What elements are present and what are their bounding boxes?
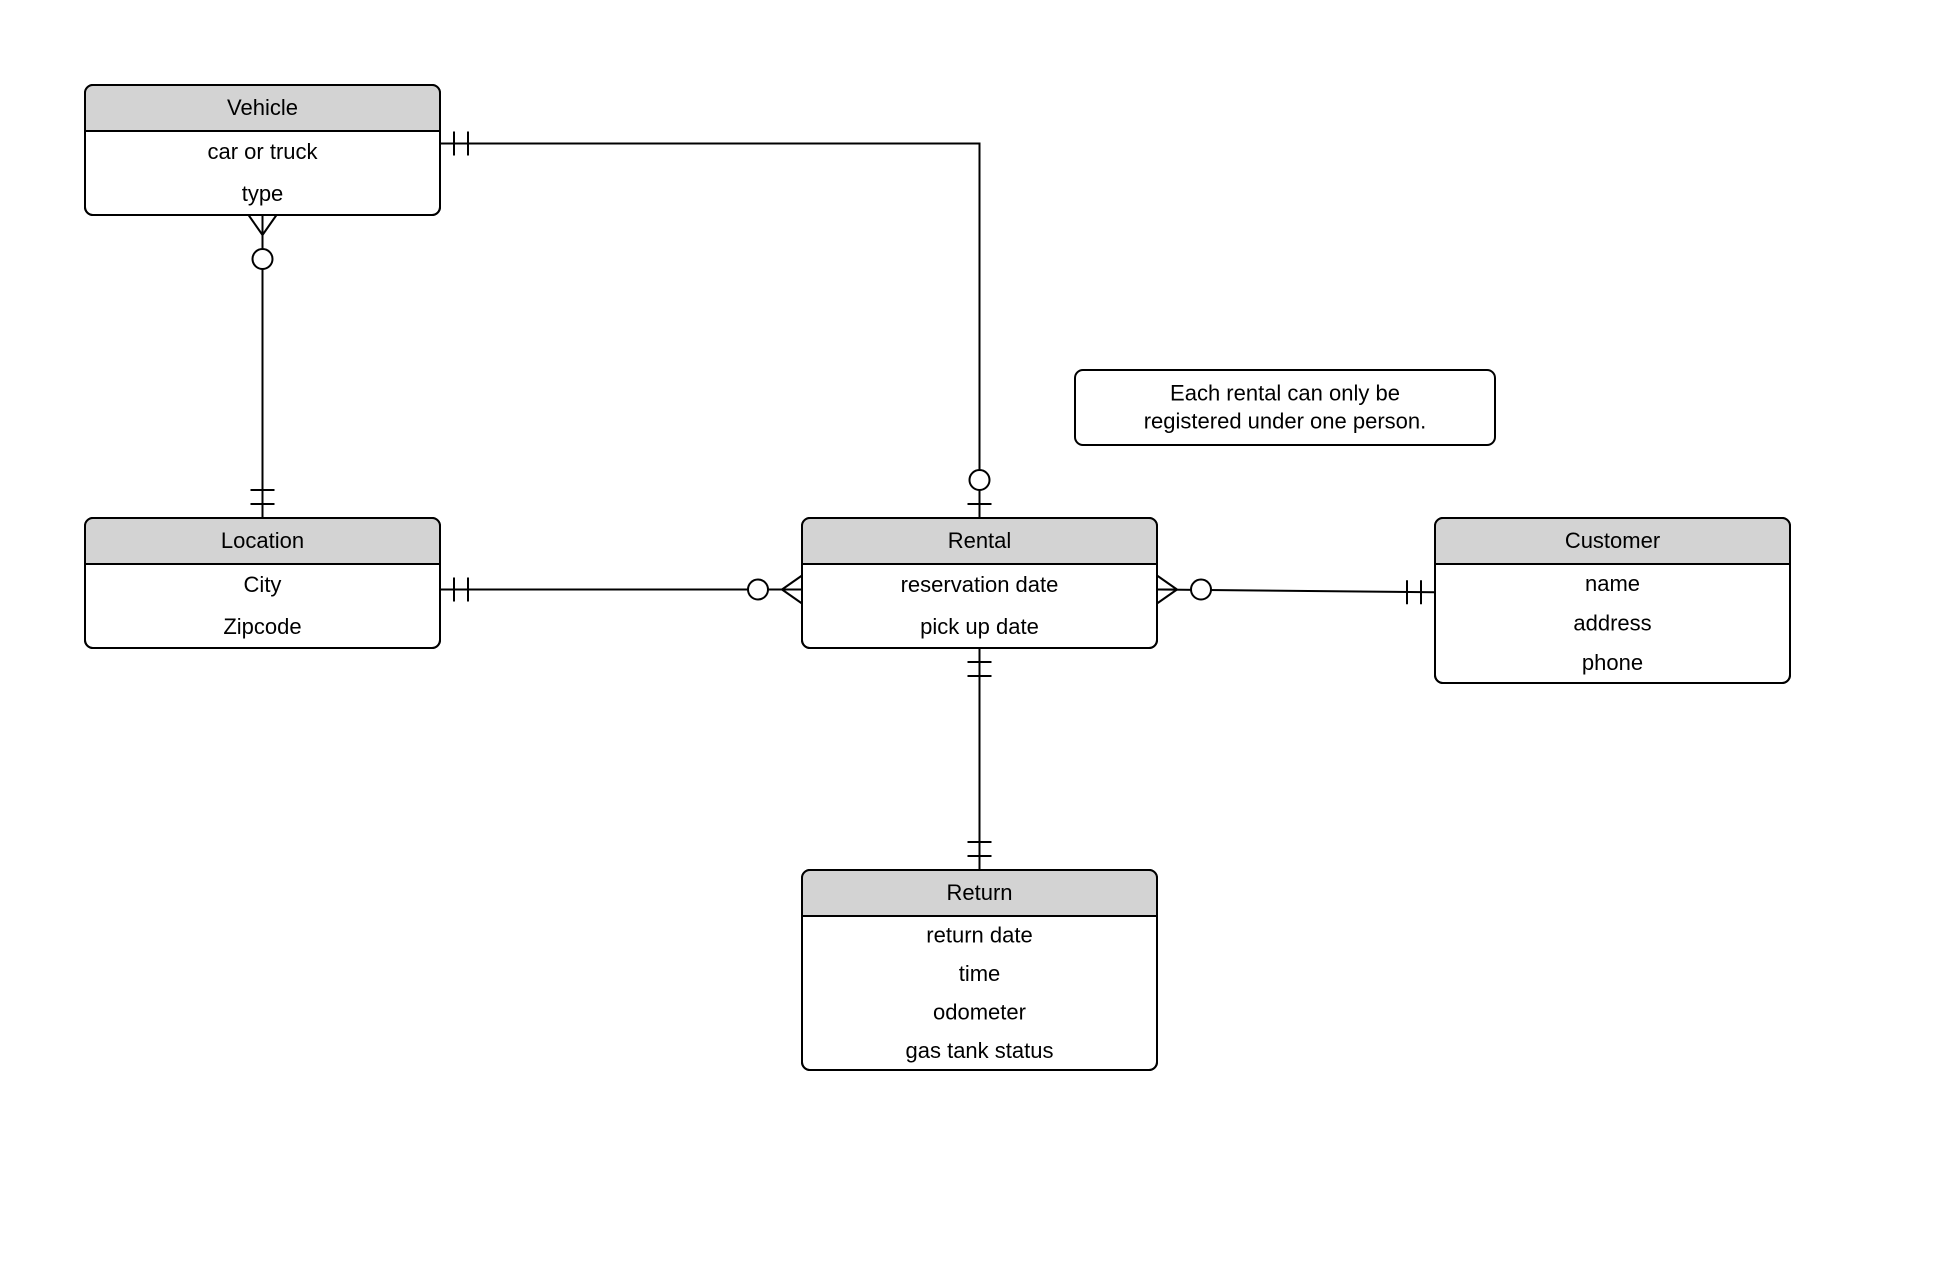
entity-attr: odometer — [933, 999, 1026, 1024]
entity-title: Location — [221, 528, 304, 553]
entity-title: Customer — [1565, 528, 1660, 553]
entity-title: Return — [946, 880, 1012, 905]
entity-vehicle: Vehicle car or truck type — [85, 85, 440, 215]
note-line: registered under one person. — [1144, 409, 1427, 434]
entity-return: Return return date time odometer gas tank st… — [802, 870, 1157, 1070]
entity-attr: Zipcode — [223, 614, 301, 639]
entity-title: Rental — [948, 528, 1012, 553]
entity-attr: return date — [926, 922, 1032, 947]
entity-attr: phone — [1582, 650, 1643, 675]
entity-attr: address — [1573, 611, 1651, 636]
entity-attr: reservation date — [901, 572, 1059, 597]
note-line: Each rental can only be — [1170, 381, 1400, 406]
entity-attr: City — [244, 572, 282, 597]
entity-location: Location City Zipcode — [85, 518, 440, 648]
er-diagram: Vehicle car or truck type Location City Zipco… — [0, 0, 1950, 1266]
entity-attr: pick up date — [920, 614, 1039, 639]
entity-customer: Customer name address phone — [1435, 518, 1790, 683]
entity-attr: time — [959, 961, 1001, 986]
entity-rental: Rental reservation date pick up date — [802, 518, 1157, 648]
entity-attr: type — [242, 181, 284, 206]
entity-attr: gas tank status — [906, 1038, 1054, 1063]
entity-attr: name — [1585, 571, 1640, 596]
entity-title: Vehicle — [227, 95, 298, 120]
entity-attr: car or truck — [207, 139, 318, 164]
note-box: Each rental can only be registered under … — [1075, 370, 1495, 445]
